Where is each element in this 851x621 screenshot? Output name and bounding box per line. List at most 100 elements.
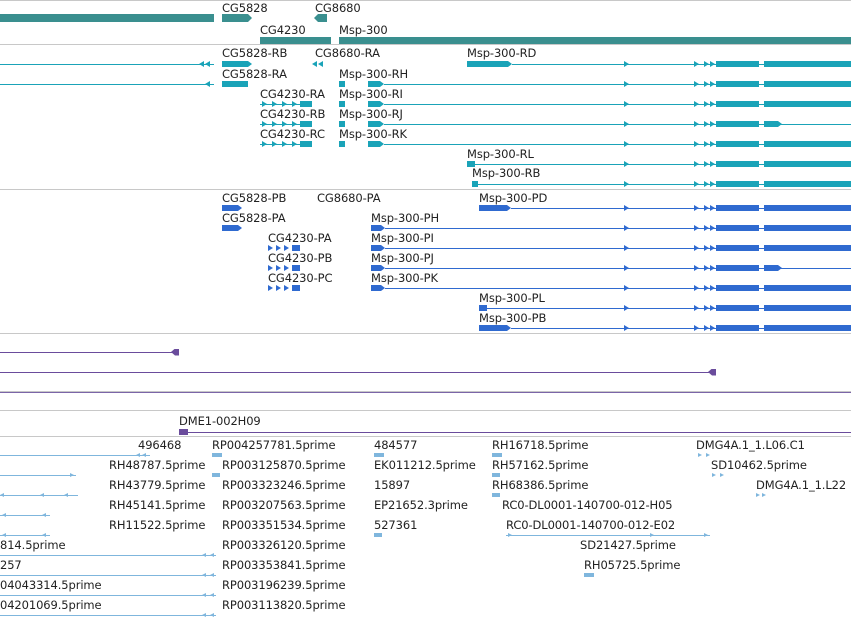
exon-block[interactable] [222, 205, 242, 211]
exon-block[interactable] [716, 141, 759, 147]
exon-block[interactable] [374, 533, 382, 537]
feature-label[interactable]: CG8680-PA [317, 191, 381, 205]
exon-block[interactable] [716, 285, 759, 291]
exon-block[interactable] [716, 121, 759, 127]
feature-label[interactable]: 04201069.5prime [0, 598, 102, 612]
feature-label[interactable]: Msp-300-PJ [371, 251, 434, 265]
exon-block[interactable] [764, 325, 851, 331]
feature-label[interactable]: CG4230-PC [268, 271, 333, 285]
feature-label[interactable]: RP003196239.5prime [222, 578, 346, 592]
feature-label[interactable]: CG4230-PA [268, 231, 332, 245]
feature-label[interactable]: Msp-300-RD [467, 46, 537, 60]
feature-label[interactable]: RH11522.5prime [109, 518, 206, 532]
feature-label[interactable]: 814.5prime [0, 538, 66, 552]
feature-label[interactable]: CG4230-RC [260, 127, 325, 141]
exon-block[interactable] [492, 473, 500, 477]
feature-label[interactable]: Msp-300-RJ [339, 107, 403, 121]
gene-block[interactable] [260, 36, 331, 44]
exon-block[interactable] [764, 81, 851, 87]
exon-block[interactable] [716, 305, 759, 311]
feature-label[interactable]: CG4230-RB [260, 107, 326, 121]
feature-label[interactable]: EK011212.5prime [374, 458, 476, 472]
exon-block[interactable] [479, 205, 511, 211]
gene-block[interactable] [0, 14, 214, 22]
feature-label[interactable]: RH05725.5prime [584, 558, 681, 572]
feature-label[interactable]: RC0-DL0001-140700-012-H05 [502, 498, 673, 512]
exon-block[interactable] [300, 121, 312, 127]
exon-block[interactable] [716, 101, 759, 107]
exon-block[interactable] [467, 161, 475, 167]
exon-block[interactable] [764, 61, 851, 67]
feature-label[interactable]: Msp-300-PH [371, 211, 440, 225]
exon-block[interactable] [492, 453, 502, 457]
exon-block[interactable] [716, 161, 759, 167]
feature-label[interactable]: CG4230-PB [268, 251, 333, 265]
feature-label[interactable]: CG4230-RA [260, 87, 325, 101]
exon-block[interactable] [764, 121, 782, 127]
exon-block[interactable] [339, 121, 345, 127]
feature-label[interactable]: CG4230 [260, 23, 306, 37]
exon-block[interactable] [716, 245, 759, 251]
exon-block[interactable] [368, 121, 384, 127]
exon-block[interactable] [764, 101, 851, 107]
feature-label[interactable]: RH57162.5prime [492, 458, 589, 472]
exon-block[interactable] [292, 285, 300, 291]
feature-label[interactable]: RP004257781.5prime [212, 438, 336, 452]
clone-end[interactable] [171, 348, 179, 356]
exon-block[interactable] [492, 493, 500, 497]
exon-block[interactable] [179, 429, 188, 435]
gene-block[interactable] [339, 36, 851, 44]
feature-label[interactable]: RH43779.5prime [109, 478, 206, 492]
exon-block[interactable] [222, 81, 248, 87]
feature-label[interactable]: 484577 [374, 438, 418, 452]
feature-label[interactable]: RP003113820.5prime [222, 598, 346, 612]
feature-label[interactable]: DME1-002H09 [179, 414, 261, 428]
exon-block[interactable] [764, 141, 851, 147]
exon-block[interactable] [292, 245, 300, 251]
feature-label[interactable]: CG8680-RA [315, 46, 380, 60]
exon-block[interactable] [716, 265, 759, 271]
exon-block[interactable] [764, 285, 851, 291]
feature-label[interactable]: RH45141.5prime [109, 498, 206, 512]
exon-block[interactable] [222, 61, 252, 67]
exon-block[interactable] [339, 81, 345, 87]
exon-block[interactable] [716, 81, 759, 87]
clone-end[interactable] [708, 368, 716, 376]
exon-block[interactable] [371, 245, 385, 251]
feature-label[interactable]: 257 [0, 558, 22, 572]
exon-block[interactable] [222, 225, 242, 231]
feature-label[interactable]: Msp-300-RB [472, 166, 541, 180]
feature-label[interactable]: RH16718.5prime [492, 438, 589, 452]
exon-block[interactable] [368, 81, 384, 87]
feature-label[interactable]: 04043314.5prime [0, 578, 102, 592]
gene-block[interactable] [314, 14, 327, 22]
feature-label[interactable]: Msp-300-RK [339, 127, 407, 141]
exon-block[interactable] [368, 141, 384, 147]
exon-block[interactable] [371, 285, 385, 291]
exon-block[interactable] [300, 141, 312, 147]
exon-block[interactable] [764, 265, 782, 271]
exon-block[interactable] [212, 473, 220, 477]
feature-label[interactable]: 15897 [374, 478, 411, 492]
exon-block[interactable] [764, 161, 851, 167]
feature-label[interactable]: Msp-300-PB [479, 311, 547, 325]
exon-block[interactable] [479, 305, 487, 311]
feature-label[interactable]: DMG4A.1_1.L06.C1 [696, 438, 805, 452]
feature-label[interactable]: Msp-300-PD [479, 191, 548, 205]
exon-block[interactable] [716, 225, 759, 231]
feature-label[interactable]: Msp-300-PL [479, 291, 545, 305]
feature-label[interactable]: Msp-300 [339, 23, 388, 37]
feature-label[interactable]: Msp-300-RH [339, 67, 409, 81]
feature-label[interactable]: Msp-300-RL [467, 147, 534, 161]
exon-block[interactable] [368, 101, 384, 107]
feature-label[interactable]: CG5828-PB [222, 191, 287, 205]
exon-block[interactable] [764, 181, 851, 187]
exon-block[interactable] [716, 61, 759, 67]
gene-block[interactable] [222, 14, 252, 22]
feature-label[interactable]: CG5828-RA [222, 67, 287, 81]
exon-block[interactable] [339, 141, 345, 147]
exon-block[interactable] [716, 205, 759, 211]
feature-label[interactable]: RH68386.5prime [492, 478, 589, 492]
exon-block[interactable] [212, 453, 222, 457]
feature-label[interactable]: DMG4A.1_1.L22 [756, 478, 847, 492]
